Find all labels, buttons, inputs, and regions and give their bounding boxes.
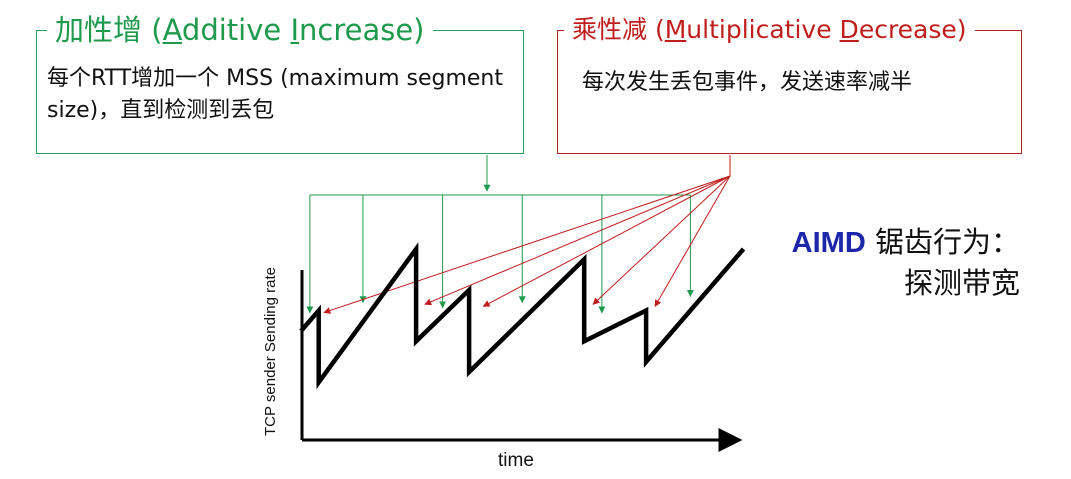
multiplicative-decrease-arrows <box>323 155 731 314</box>
additive-title-open: ( <box>142 13 163 47</box>
multiplicative-title-open: ( <box>647 15 665 44</box>
sawtooth-series-line <box>299 242 746 390</box>
multiplicative-arrow-1 <box>323 175 731 314</box>
x-axis-label: time <box>498 450 534 471</box>
multiplicative-arrow-3 <box>482 175 731 307</box>
additive-increase-box: 加性增 (Additive Increase) 每个RTT增加一个 MSS (m… <box>36 13 524 154</box>
additive-title-i-rest: ncrease) <box>299 13 425 47</box>
aimd-strong: AIMD <box>791 227 866 259</box>
multiplicative-decrease-description: 每次发生丢包事件，发送速率减半 <box>582 70 913 95</box>
additive-increase-description: 每个RTT增加一个 MSS (maximum segment size)，直到检… <box>47 66 503 123</box>
multiplicative-title-d-initial: D <box>839 15 859 44</box>
multiplicative-decrease-box: 乘性减 (Multiplicative Decrease) 每次发生丢包事件，发… <box>557 13 1022 154</box>
additive-title-a-initial: A <box>162 13 182 47</box>
aimd-label: AIMD 锯齿行为： 探测带宽 <box>760 222 1020 303</box>
multiplicative-title-d-rest: ecrease) <box>858 15 967 44</box>
additive-title-a-rest: dditive <box>181 13 291 47</box>
additive-increase-title: 加性增 (Additive Increase) <box>47 13 433 47</box>
y-axis-label: TCP sender Sending rate <box>262 267 279 436</box>
multiplicative-title-m-initial: M <box>664 15 687 44</box>
aimd-label-line2: 探测带宽 <box>903 266 1020 300</box>
aimd-label-line1-rest: 锯齿行为： <box>865 225 1020 259</box>
multiplicative-decrease-title: 乘性减 (Multiplicative Decrease) <box>564 13 975 47</box>
multiplicative-title-cn: 乘性减 <box>572 15 648 44</box>
aimd-label-line1: AIMD 锯齿行为： <box>760 222 1020 263</box>
multiplicative-arrow-4 <box>592 175 731 305</box>
additive-increase-arrows <box>306 155 694 314</box>
multiplicative-arrow-2 <box>424 175 731 306</box>
multiplicative-title-m-rest: ultiplicative <box>686 15 840 44</box>
multiplicative-arrow-5 <box>654 175 731 308</box>
additive-title-i-initial: I <box>290 13 299 47</box>
additive-title-cn: 加性增 <box>55 13 143 47</box>
